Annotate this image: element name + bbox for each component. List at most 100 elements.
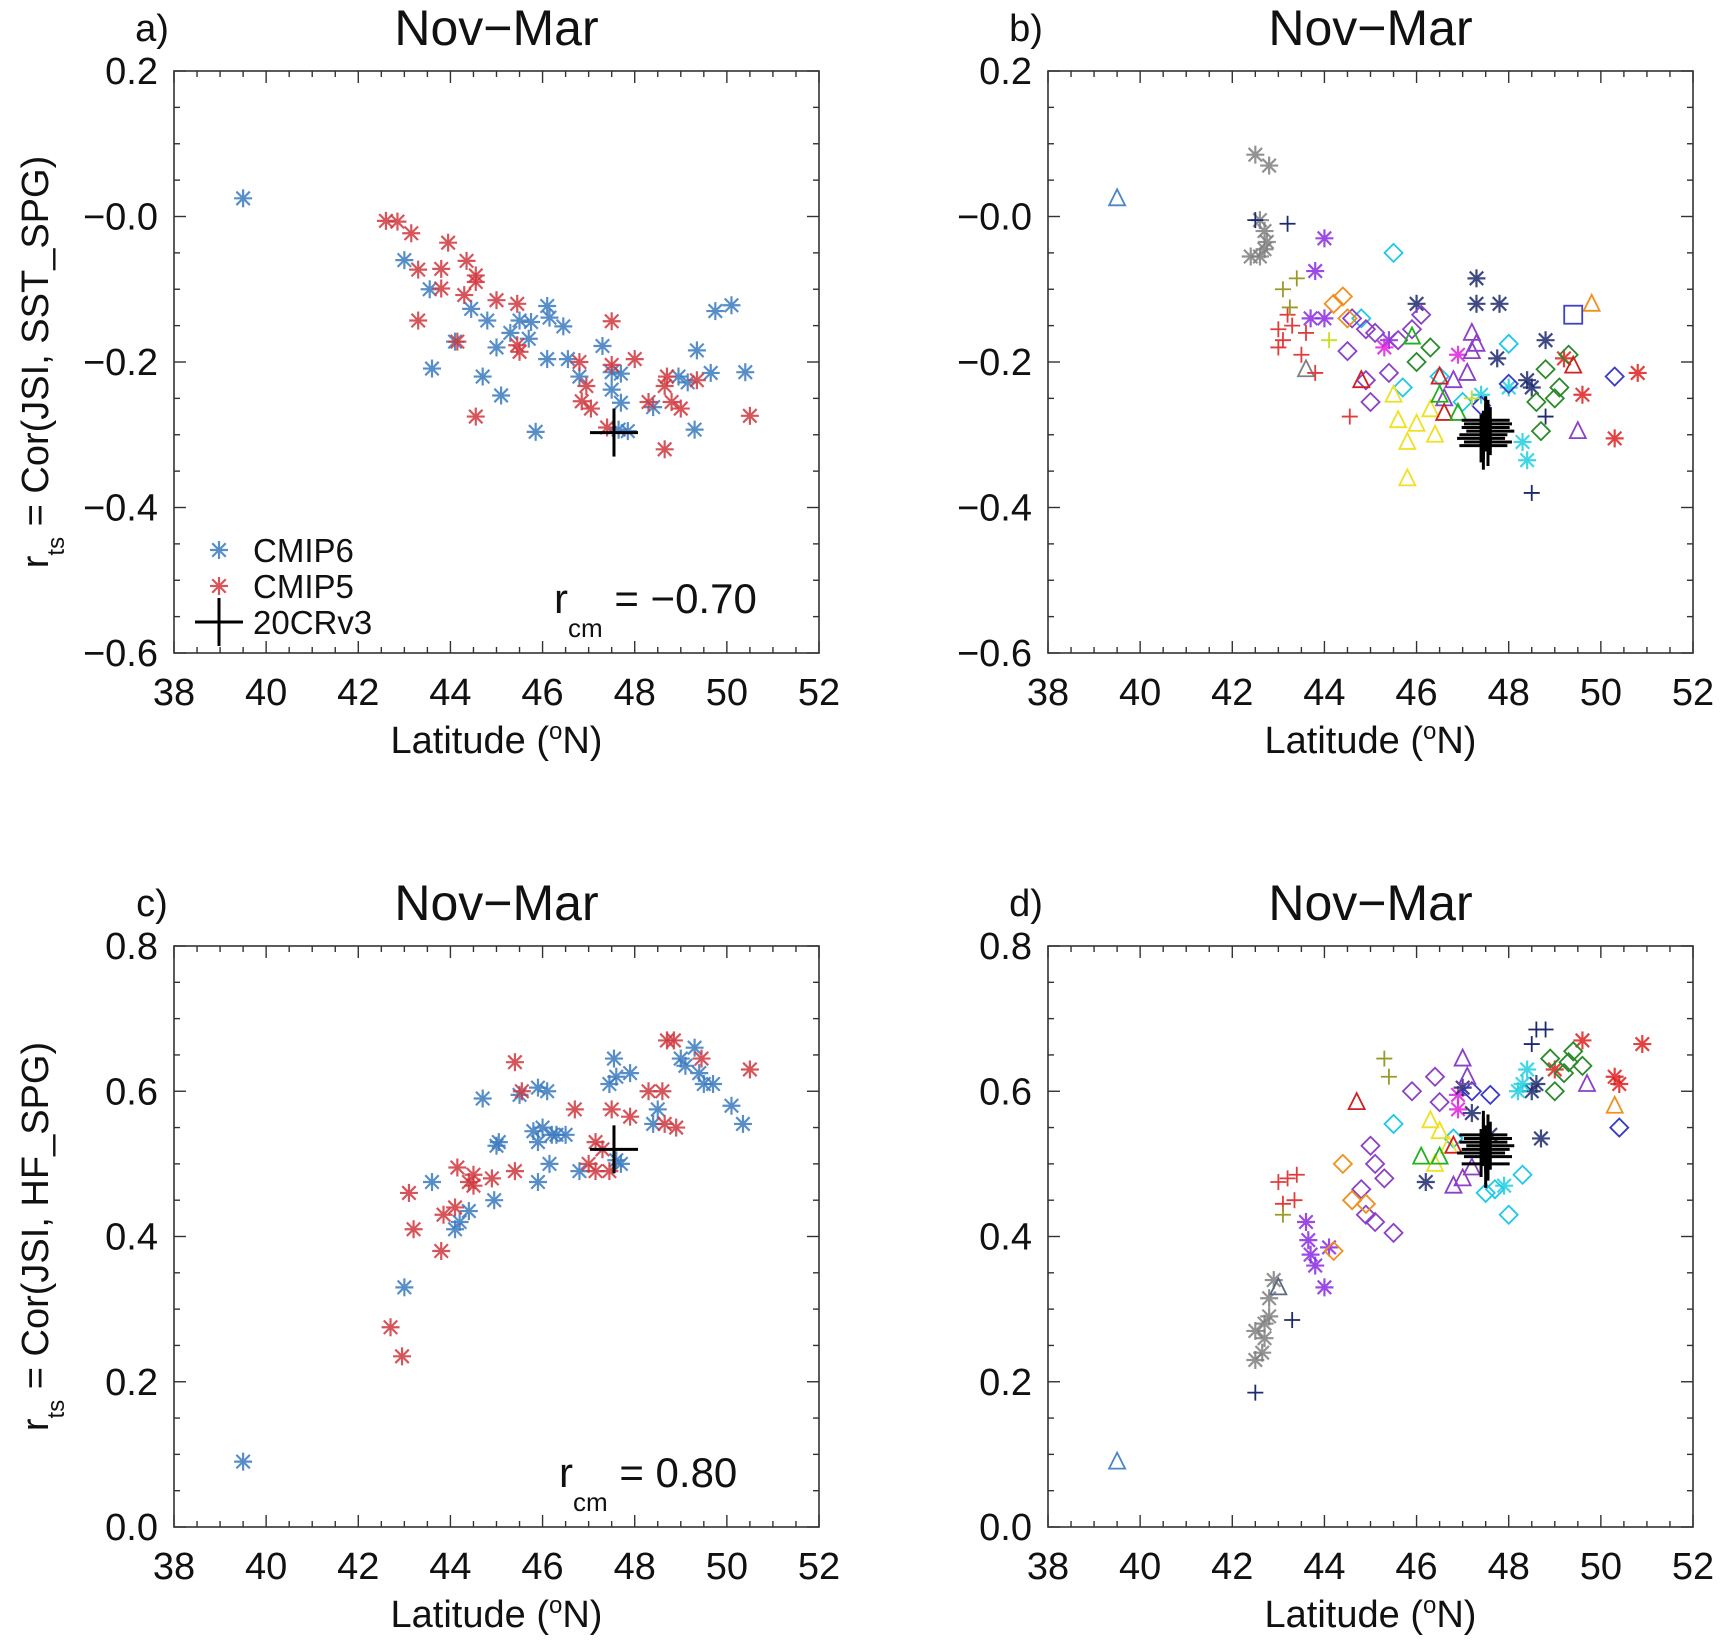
panel-a: 38 40 42 44 46 48 50 52 −0.6 −0.4 −0.2 −0.0 0.2 Nov−M…: [15, 0, 840, 762]
data-point: [1466, 407, 1515, 456]
series-yellow-tri: [1384, 383, 1445, 487]
marker-stroke: [613, 1156, 629, 1172]
data-point: [399, 1183, 418, 1202]
legend-label: 20CRv3: [253, 604, 372, 641]
data-point: [510, 342, 529, 361]
marker-stroke: [1574, 387, 1590, 403]
marker-stroke: [484, 1170, 500, 1186]
data-point: [1406, 351, 1427, 373]
data-point: [1341, 1189, 1363, 1211]
data-point: [1255, 1329, 1274, 1348]
data-point: [1402, 325, 1422, 345]
marker-stroke: [461, 1203, 477, 1219]
marker-stroke: [705, 1076, 721, 1092]
data-point: [1107, 1450, 1127, 1470]
marker-stroke: [509, 296, 525, 312]
data-point: [1247, 1384, 1264, 1401]
series-orange-diamond: [1323, 1153, 1377, 1262]
marker-stroke: [378, 213, 394, 229]
data-point: [1475, 1182, 1496, 1204]
panel-label: b): [1009, 8, 1043, 50]
marker-stroke: [463, 301, 479, 317]
data-point: [1425, 423, 1445, 443]
marker-stroke: [604, 382, 620, 398]
x-tick-label: 38: [153, 672, 195, 714]
marker-stroke: [488, 292, 505, 308]
data-point: [1609, 1117, 1630, 1138]
data-point: [1562, 1041, 1584, 1062]
marker-stroke: [657, 441, 673, 457]
y-tick-label: 0.2: [979, 51, 1032, 93]
data-point: [667, 1118, 686, 1137]
plot-frame: [1047, 70, 1694, 654]
series-cyan-asterisk: [1495, 1060, 1537, 1195]
data-point: [1323, 293, 1344, 315]
data-point: [234, 189, 253, 208]
y-tick-label: 0.4: [105, 1217, 158, 1259]
data-point: [432, 259, 451, 278]
data-point: [1411, 1145, 1431, 1165]
data-point: [464, 1176, 483, 1195]
data-point: [1306, 262, 1325, 281]
series-navy-asterisk: [1416, 1074, 1550, 1192]
data-point: [1410, 304, 1432, 325]
marker-stroke: [581, 1156, 597, 1172]
marker-stroke: [622, 1065, 638, 1081]
data-point: [1536, 331, 1555, 350]
marker-stroke: [1247, 1323, 1263, 1339]
x-tick-label: 42: [1211, 672, 1253, 714]
data-point: [1518, 371, 1537, 390]
data-point: [519, 329, 538, 348]
data-point: [1462, 1156, 1482, 1176]
series-yellow-plus: [1321, 332, 1480, 407]
data-point: [528, 1173, 547, 1192]
marker-stroke: [1630, 365, 1646, 381]
data-point: [1337, 308, 1358, 329]
data-point: [1380, 1068, 1397, 1085]
x-tick-label: 50: [1580, 672, 1622, 714]
x-tick-label: 52: [1672, 672, 1714, 714]
data-point: [1430, 1120, 1450, 1140]
data-point: [1453, 1047, 1473, 1067]
marker-stroke: [691, 1065, 707, 1081]
marker-stroke: [613, 366, 629, 382]
x-tick-label: 48: [614, 672, 656, 714]
data-point: [1375, 338, 1394, 357]
data-point: [602, 312, 621, 331]
data-point: [1605, 1094, 1625, 1114]
data-point: [1443, 369, 1463, 389]
data-point: [1544, 388, 1566, 409]
data-point: [602, 380, 621, 399]
data-point: [1512, 1164, 1533, 1186]
series-gray-tri: [1296, 358, 1316, 378]
marker-stroke: [578, 378, 594, 394]
series-red-plus: [1270, 1166, 1305, 1212]
y-tick-label: −0.6: [83, 633, 158, 675]
data-point: [395, 251, 414, 270]
series-red-asterisk: [1545, 1031, 1652, 1093]
marker-stroke: [465, 1178, 481, 1194]
data-point: [1539, 1048, 1561, 1069]
series-green-diamond: [1539, 1041, 1593, 1102]
data-point: [1284, 1312, 1301, 1329]
y-tick-label: −0.2: [83, 342, 158, 384]
marker-stroke: [1247, 147, 1263, 163]
data-point: [1420, 398, 1440, 418]
data-point: [409, 260, 428, 279]
data-point: [402, 224, 421, 243]
data-point: [1498, 333, 1519, 355]
panel-label: a): [135, 8, 169, 50]
data-point: [1518, 1060, 1537, 1079]
series-purple-asterisk: [1297, 1212, 1339, 1297]
data-point: [466, 272, 485, 291]
marker-stroke: [507, 1054, 523, 1070]
data-point: [570, 353, 589, 371]
marker-stroke: [449, 1159, 465, 1176]
marker-stroke: [571, 369, 587, 385]
data-point: [653, 1082, 672, 1101]
data-point: [1628, 363, 1647, 382]
data-point: [455, 286, 474, 305]
marker-stroke: [1316, 310, 1332, 326]
marker-stroke: [627, 351, 643, 367]
marker-stroke: [560, 351, 576, 367]
